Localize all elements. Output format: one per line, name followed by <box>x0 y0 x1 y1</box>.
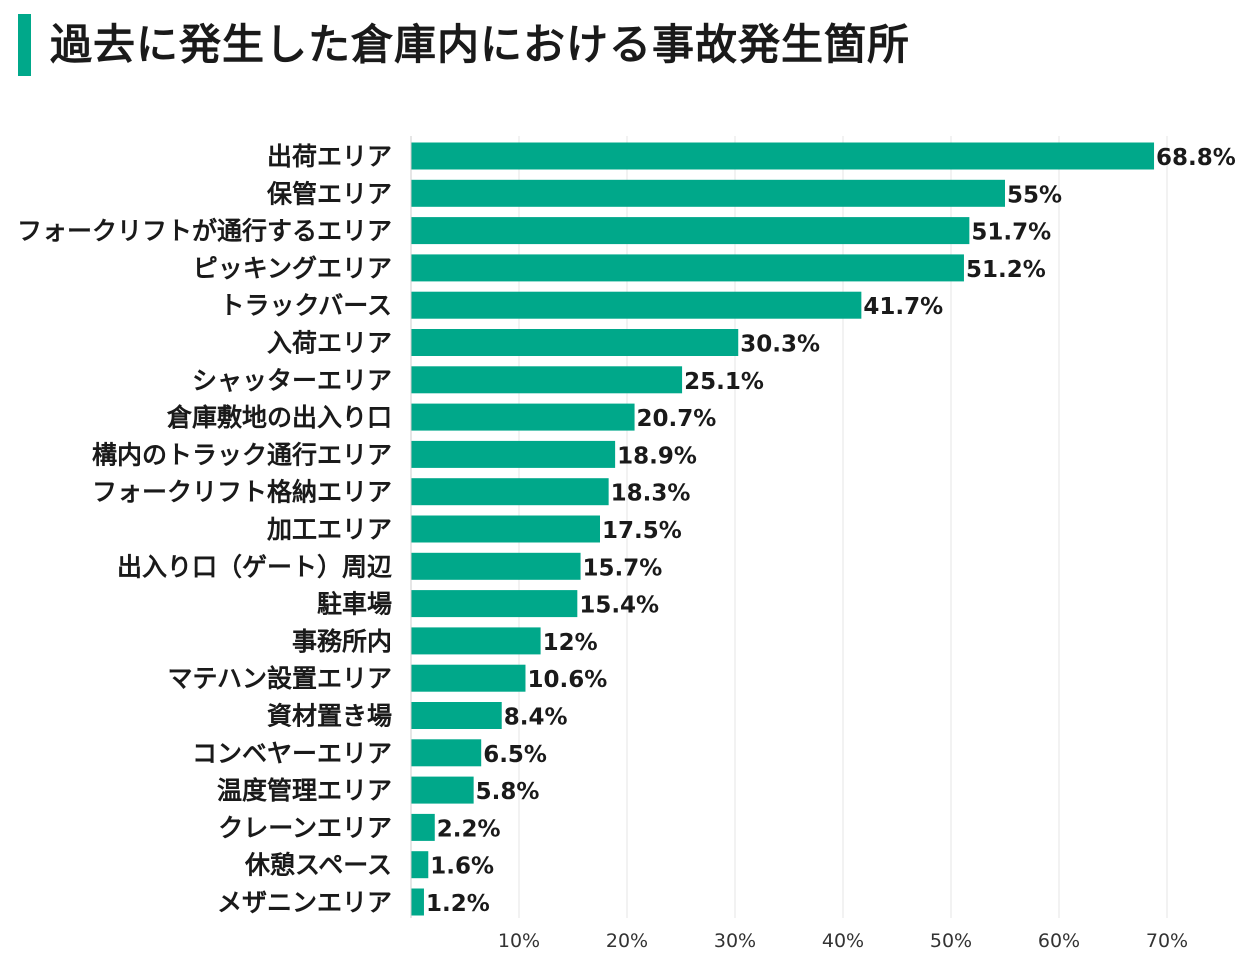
bar <box>411 366 683 394</box>
category-label: コンベヤーエリア <box>192 739 392 768</box>
chart-title: 過去に発生した倉庫内における事故発生箇所 <box>50 20 911 69</box>
value-label: 41.7% <box>863 294 943 320</box>
category-label: 構内のトラック通行エリア <box>92 440 392 469</box>
bar <box>411 739 482 767</box>
bar <box>411 515 600 543</box>
value-label: 18.3% <box>611 481 691 507</box>
category-labels: 出荷エリア保管エリアフォークリフトが通行するエリアピッキングエリアトラックバース… <box>17 142 392 917</box>
value-label: 51.2% <box>966 257 1046 283</box>
x-tick-label: 30% <box>714 930 756 952</box>
bar <box>411 702 502 729</box>
value-label: 15.7% <box>583 555 663 581</box>
x-tick-label: 20% <box>606 930 648 952</box>
bar <box>411 254 964 282</box>
x-tick-label: 60% <box>1038 930 1080 952</box>
value-label: 5.8% <box>476 779 540 805</box>
value-label: 8.4% <box>504 705 568 731</box>
category-label: ピッキングエリア <box>193 254 392 283</box>
bar <box>411 590 578 618</box>
value-label: 25.1% <box>684 369 764 395</box>
bar <box>411 179 1005 207</box>
value-label: 20.7% <box>637 406 717 432</box>
bar <box>411 627 541 655</box>
category-label: 保管エリア <box>266 179 392 208</box>
bar <box>411 851 429 879</box>
bar <box>411 552 581 580</box>
category-label: メザニンエリア <box>217 888 392 917</box>
category-label: 出入り口（ゲート）周辺 <box>117 552 392 581</box>
bar <box>411 403 635 431</box>
category-label: 温度管理エリア <box>217 776 392 805</box>
bar <box>411 329 739 356</box>
value-label: 12% <box>543 630 598 656</box>
x-tick-label: 10% <box>498 930 540 952</box>
bar <box>411 217 970 245</box>
x-axis-ticks: 10% 20% 30% 40% 50% 60% 70% <box>498 930 1188 952</box>
value-label: 2.2% <box>437 816 501 842</box>
category-label: 入荷エリア <box>267 329 392 358</box>
value-label: 15.4% <box>579 593 659 619</box>
value-labels: 68.8% 55% 51.7% 51.2% 41.7% 30.3% 25.1% 20.7% 18… <box>426 145 1236 917</box>
bar <box>411 142 1155 170</box>
x-tick-label: 70% <box>1146 930 1188 952</box>
value-label: 17.5% <box>602 518 682 544</box>
bar <box>411 478 609 506</box>
bar <box>411 440 616 468</box>
category-label: 加工エリア <box>266 515 392 544</box>
value-label: 1.6% <box>430 854 494 880</box>
bar <box>411 888 424 916</box>
value-label: 68.8% <box>1156 145 1236 171</box>
value-label: 18.9% <box>617 443 697 469</box>
value-label: 55% <box>1007 182 1062 208</box>
category-label: トラックバース <box>219 291 392 320</box>
category-label: 倉庫敷地の出入り口 <box>166 403 392 432</box>
category-label: 資材置き場 <box>267 702 392 731</box>
bar <box>411 776 474 804</box>
category-label: 事務所内 <box>292 627 392 656</box>
category-label: 駐車場 <box>317 590 392 619</box>
x-tick-label: 40% <box>822 930 864 952</box>
x-tick-label: 50% <box>930 930 972 952</box>
category-label: マテハン設置エリア <box>167 664 392 693</box>
bar <box>411 664 526 692</box>
bar <box>411 813 435 841</box>
category-label: 休憩スペース <box>244 851 392 880</box>
value-label: 10.6% <box>527 667 607 693</box>
value-label: 30.3% <box>740 332 820 358</box>
category-label: フォークリフト格納エリア <box>92 478 392 507</box>
value-label: 6.5% <box>483 742 547 768</box>
category-label: クレーンエリア <box>218 813 392 842</box>
title-accent-bar <box>18 14 31 76</box>
category-label: シャッターエリア <box>192 366 392 395</box>
category-label: 出荷エリア <box>267 142 392 171</box>
category-label: フォークリフトが通行するエリア <box>17 217 392 246</box>
value-label: 51.7% <box>971 220 1051 246</box>
bar <box>411 291 862 319</box>
value-label: 1.2% <box>426 891 490 917</box>
bars <box>411 142 1155 916</box>
